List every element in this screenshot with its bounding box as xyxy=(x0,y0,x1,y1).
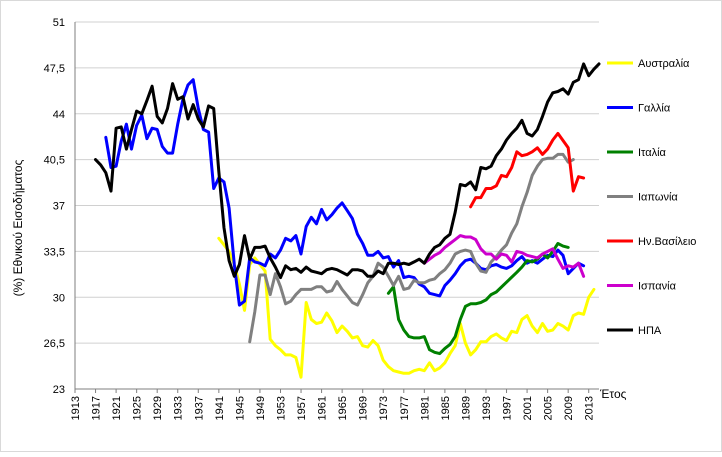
x-tick-label: 1913 xyxy=(70,396,82,420)
legend-label: Ισπανία xyxy=(638,281,677,293)
x-tick-label: 1973 xyxy=(378,396,390,420)
x-tick-label: 1953 xyxy=(275,396,287,420)
legend-label: Γαλλία xyxy=(638,103,671,115)
y-tick-label: 47,5 xyxy=(44,63,65,75)
x-tick-label: 1961 xyxy=(317,396,329,420)
x-tick-label: 1977 xyxy=(399,396,411,420)
x-tick-label: 1917 xyxy=(91,396,103,420)
x-tick-label: 1981 xyxy=(419,396,431,420)
x-tick-label: 1985 xyxy=(440,396,452,420)
x-tick-label: 1925 xyxy=(132,396,144,420)
x-tick-label: 2005 xyxy=(543,396,555,420)
x-tick-label: 1957 xyxy=(296,396,308,420)
series-line-4 xyxy=(469,131,586,209)
x-tick-label: 1929 xyxy=(152,396,164,420)
y-tick-label: 33,5 xyxy=(44,246,65,258)
x-tick-label: 2013 xyxy=(584,396,596,420)
series-line-3 xyxy=(248,152,575,344)
axes xyxy=(74,22,599,393)
series-lines xyxy=(94,62,601,379)
legend: Αυστραλία Γαλλία Ιταλία Ιαπωνία Ην.Βασίλειο Ι… xyxy=(607,58,696,337)
y-tick-label: 23 xyxy=(53,384,65,396)
y-tick-label: 44 xyxy=(53,109,65,121)
x-tick-label: 1989 xyxy=(460,396,472,420)
legend-label: Αυστραλία xyxy=(638,58,690,70)
x-tick-label: 1965 xyxy=(337,396,349,420)
x-axis-title: Έτος xyxy=(599,387,627,401)
x-tick-label: 1921 xyxy=(111,396,123,420)
y-tick-label: 30 xyxy=(53,292,65,304)
legend-label: ΗΠΑ xyxy=(638,325,662,337)
x-tick-label: 1941 xyxy=(214,396,226,420)
legend-label: Ην.Βασίλειο xyxy=(638,236,696,248)
series-line-5 xyxy=(422,234,586,278)
x-tick-label: 1949 xyxy=(255,396,267,420)
legend-label: Ιταλία xyxy=(638,147,667,159)
series-line-0 xyxy=(217,236,596,379)
x-tick-labels: 1913 1917 1921 1925 1929 1933 1937 1941 1945 1949… xyxy=(70,396,596,420)
y-axis-title: (%) Εθνικού Εισοδήματος xyxy=(11,159,25,296)
x-tick-label: 1933 xyxy=(173,396,185,420)
x-tick-label: 2009 xyxy=(563,396,575,420)
series-line-1 xyxy=(104,78,586,307)
x-tick-label: 1945 xyxy=(234,396,246,420)
y-tick-label: 37 xyxy=(53,201,65,213)
x-tick-label: 1969 xyxy=(358,396,370,420)
x-tick-label: 1993 xyxy=(481,396,493,420)
x-tick-label: 2001 xyxy=(522,396,534,420)
x-tick-label: 1937 xyxy=(193,396,205,420)
y-tick-label: 51 xyxy=(53,17,65,29)
series-line-6 xyxy=(94,62,601,280)
y-tick-labels: 23 26,5 30 33,5 37 40,5 44 47,5 51 xyxy=(44,17,65,396)
legend-label: Ιαπωνία xyxy=(638,192,678,204)
y-tick-label: 26,5 xyxy=(44,338,65,350)
x-tick-label: 1997 xyxy=(502,396,514,420)
y-tick-label: 40,5 xyxy=(44,155,65,167)
